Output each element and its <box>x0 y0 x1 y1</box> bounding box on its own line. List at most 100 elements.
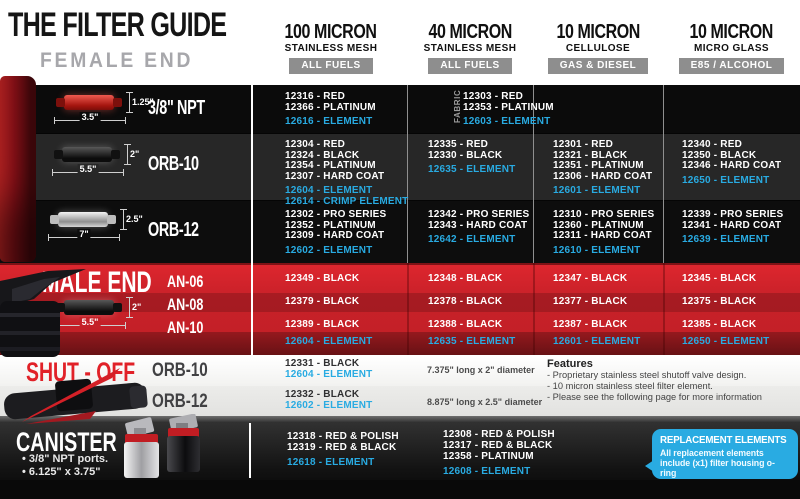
column-media: STAINLESS MESH <box>423 43 517 54</box>
filter-fitting <box>50 215 59 224</box>
parts-cell: 12389 - BLACK <box>255 319 407 340</box>
parts-cell: 12340 - RED 12350 - BLACK 12346 - HARD COA… <box>663 133 800 200</box>
part-number: 12358 - PLATINUM <box>443 451 534 462</box>
parts-cell: 12342 - PRO SERIES 12343 - HARD COAT 1264… <box>407 200 533 263</box>
part-number: 12302 - PRO SERIES <box>285 209 387 220</box>
filter-body <box>58 212 108 227</box>
canister-specs: • 3/8" NPT ports. • 6.125" x 3.75" <box>22 453 108 479</box>
part-number: 12332 - BLACK <box>285 389 360 400</box>
male-fitting-photo <box>0 269 86 357</box>
label-divider <box>251 263 253 355</box>
part-number: 12310 - PRO SERIES <box>553 209 655 220</box>
parts-cell: 12349 - BLACK <box>255 273 407 294</box>
parts-cell: 12304 - RED 12324 - BLACK 12354 - PLATINUM… <box>255 133 408 206</box>
part-number: 12318 - RED & POLISH <box>287 431 399 442</box>
column-divider <box>533 263 535 355</box>
column-divider <box>663 263 665 355</box>
feature-item: - Proprietary stainless steel shutoff va… <box>547 370 747 380</box>
part-number: 12375 - BLACK <box>682 296 757 307</box>
part-number: 12345 - BLACK <box>682 273 757 284</box>
element-part-number: 12635 - ELEMENT <box>428 164 516 175</box>
part-number: 12351 - PLATINUM <box>553 160 644 171</box>
parts-cell: 12347 - BLACK <box>533 273 663 294</box>
connector-label-orb10: ORB-10 <box>148 153 199 175</box>
parts-list: 12308 - RED & POLISH 12317 - RED & BLACK 1… <box>443 429 653 462</box>
parts-list: 12316 - RED 12366 - PLATINUM <box>285 91 407 113</box>
parts-cell: 12388 - BLACK <box>407 319 533 340</box>
red-filter-photo <box>0 76 36 262</box>
part-number: 12316 - RED <box>285 91 346 102</box>
filter-body <box>64 300 114 315</box>
elements-list: 12642 - ELEMENT <box>428 234 533 246</box>
row-orb12 <box>0 200 800 264</box>
fabric-note: FABRIC <box>453 89 462 123</box>
column-media: STAINLESS MESH <box>284 43 378 54</box>
column-divider <box>663 85 664 263</box>
column-divider <box>407 85 408 263</box>
parts-cell: 12331 - BLACK 12604 - ELEMENT <box>255 358 407 380</box>
parts-list: 12304 - RED 12324 - BLACK 12354 - PLATINUM… <box>285 139 407 182</box>
part-number: 12317 - RED & BLACK <box>443 440 553 451</box>
part-number: 12389 - BLACK <box>285 319 360 330</box>
length-dimension: 3.5" <box>79 112 101 122</box>
part-number: 12324 - BLACK <box>285 149 360 161</box>
part-number: 12309 - HARD COAT <box>285 230 385 241</box>
parts-list: 12331 - BLACK <box>285 358 407 370</box>
element-part-number: 12650 - ELEMENT <box>682 336 770 347</box>
connector-label-orb12: ORB-12 <box>148 219 199 241</box>
shutoff-row-orb10 <box>0 355 800 386</box>
replacement-elements-title: REPLACEMENT ELEMENTS <box>660 434 787 446</box>
element-part-number: 12642 - ELEMENT <box>428 234 516 245</box>
part-number: 12306 - HARD COAT <box>553 170 653 182</box>
canister-photo <box>124 414 200 478</box>
orb10-filter-photo: 5.5" 2" <box>50 142 139 184</box>
element-part-number: 12601 - ELEMENT <box>553 336 641 347</box>
part-number: 12339 - PRO SERIES <box>682 209 784 220</box>
element-part-number: 12602 - ELEMENT <box>285 399 373 411</box>
parts-cell: 12302 - PRO SERIES 12352 - PLATINUM 12309 … <box>255 200 407 263</box>
part-number: 12348 - BLACK <box>428 273 503 284</box>
filter-fitting <box>107 215 116 224</box>
column-micron: 100 MICRON <box>284 21 378 43</box>
part-number: 12377 - BLACK <box>553 296 628 307</box>
dimension-bracket <box>124 144 131 165</box>
element-part-number: 12635 - ELEMENT <box>428 336 516 347</box>
column-header-10-micron-cellulose: 10 MICRON CELLULOSE GAS & DIESEL <box>533 22 663 74</box>
filter-fitting <box>56 98 65 107</box>
section-divider <box>0 416 800 423</box>
elements-list: 12603 - ELEMENT <box>463 116 551 128</box>
part-number: 12340 - RED <box>682 139 743 150</box>
height-dimension: 2" <box>132 302 142 312</box>
column-header-100-micron: 100 MICRON STAINLESS MESH ALL FUELS <box>255 22 407 74</box>
filter-fitting <box>111 150 120 159</box>
parts-cell: 12385 - BLACK <box>663 319 800 340</box>
parts-list: 12342 - PRO SERIES 12343 - HARD COAT <box>428 209 533 231</box>
part-number: 12301 - RED <box>553 139 614 150</box>
parts-cell: 12308 - RED & POLISH 12317 - RED & BLACK 1… <box>407 429 653 477</box>
column-media: CELLULOSE <box>565 43 631 54</box>
column-header-40-micron: 40 MICRON STAINLESS MESH ALL FUELS <box>407 22 533 74</box>
parts-list: 12340 - RED 12350 - BLACK 12346 - HARD COA… <box>682 139 800 172</box>
orb12-filter-photo: 7" 2.5" <box>46 207 143 249</box>
element-part-number: 12603 - ELEMENT <box>463 116 551 127</box>
elements-list: 12616 - ELEMENT <box>285 116 407 128</box>
connector-label-npt: 3/8" NPT <box>148 97 205 119</box>
length-dimension: 5.5" <box>77 164 99 174</box>
element-part-number: 12650 - ELEMENT <box>682 174 770 186</box>
feature-item: - Please see the following page for more… <box>547 391 762 402</box>
part-number: 12341 - HARD COAT <box>682 219 782 231</box>
element-part-number: 12608 - ELEMENT <box>443 466 531 477</box>
npt-filter-photo: 3.5" 1.25" <box>52 90 154 132</box>
fuel-badge: E85 / ALCOHOL <box>678 58 785 74</box>
label-divider <box>251 85 253 263</box>
elements-list: 12604 - ELEMENT 12614 - CRIMP ELEMENT <box>285 185 408 207</box>
part-number: 12330 - BLACK <box>428 149 503 161</box>
parts-list: 12303 - RED 12353 - PLATINUM <box>463 91 554 113</box>
parts-cell: 12310 - PRO SERIES 12360 - PLATINUM 12311 … <box>533 200 663 263</box>
column-divider <box>533 85 534 263</box>
part-number: 12311 - HARD COAT <box>553 230 652 241</box>
parts-cell: 12377 - BLACK <box>533 296 663 317</box>
canister-title: CANISTER <box>16 427 117 457</box>
female-end-subtitle: FEMALE END <box>40 49 194 72</box>
part-number: 12308 - RED & POLISH <box>443 429 555 440</box>
